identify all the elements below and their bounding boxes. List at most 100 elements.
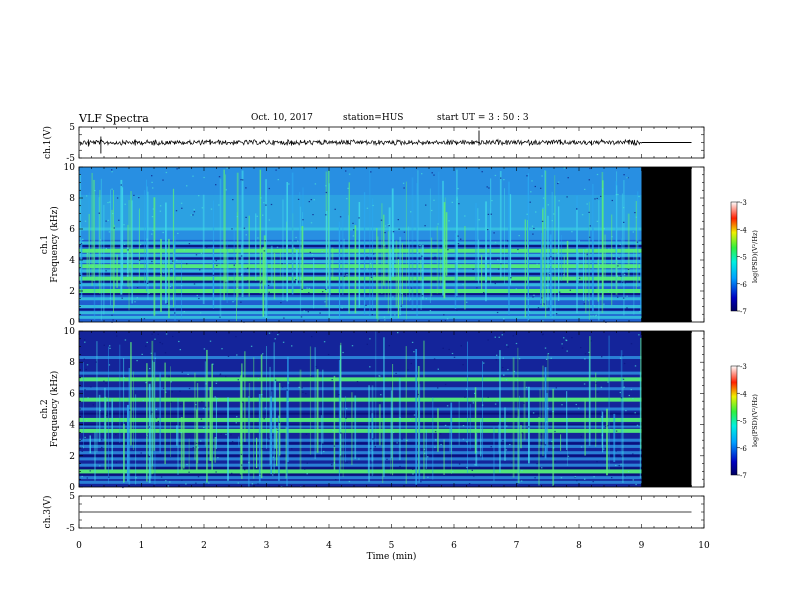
- spectrogram-speckle: [203, 176, 205, 179]
- spectrogram-speckle: [369, 366, 371, 368]
- sferic-streak: [595, 372, 597, 447]
- spectrogram-speckle: [588, 299, 590, 301]
- sferic-streak: [542, 365, 544, 456]
- spectrogram-speckle: [348, 413, 350, 416]
- sferic-streak: [582, 249, 585, 301]
- spectrogram-speckle: [540, 434, 543, 436]
- spectrogram-speckle: [281, 386, 284, 388]
- spectrogram-speckle: [183, 249, 186, 251]
- spectral-band: [79, 297, 642, 301]
- spectrogram-speckle: [111, 314, 113, 316]
- sferic-streak: [549, 234, 552, 317]
- sferic-streak: [635, 200, 637, 290]
- spectrogram-speckle: [288, 183, 290, 185]
- sferic-streak: [131, 200, 133, 304]
- spectrogram-speckle: [201, 207, 204, 209]
- spectrogram-speckle: [85, 368, 87, 371]
- sferic-streak: [110, 189, 111, 306]
- spectrogram-speckle: [324, 301, 326, 303]
- spectrogram-speckle: [623, 297, 625, 299]
- spectrogram-speckle: [626, 295, 628, 297]
- spectrogram-speckle: [260, 282, 262, 284]
- colorbar: [730, 201, 738, 312]
- spectrogram-speckle: [245, 216, 247, 218]
- spectrogram-speckle: [424, 225, 426, 227]
- spectrogram-speckle: [453, 356, 456, 358]
- spectrogram-speckle: [478, 219, 480, 221]
- spectral-band: [79, 424, 642, 428]
- sferic-streak: [299, 192, 301, 284]
- spectrogram-speckle: [515, 342, 518, 345]
- spectrogram-speckle: [563, 337, 565, 339]
- sferic-streak: [474, 387, 477, 454]
- sferic-streak: [183, 400, 185, 469]
- spectrogram-speckle: [464, 215, 466, 217]
- spectrogram-speckle: [305, 393, 307, 395]
- spectrogram-speckle: [346, 198, 348, 200]
- sferic-streak: [422, 244, 424, 300]
- spectrogram-speckle: [407, 369, 409, 371]
- spectrogram-speckle: [447, 249, 449, 251]
- sferic-streak: [98, 394, 101, 442]
- spectrogram-speckle: [496, 354, 498, 356]
- spectrogram-speckle: [165, 480, 167, 482]
- spectral-band: [79, 457, 642, 461]
- sferic-streak: [408, 226, 410, 286]
- spectrogram-speckle: [397, 442, 400, 444]
- spectrogram-speckle: [148, 455, 150, 457]
- spectral-gap: [79, 454, 642, 457]
- sferic-streak: [554, 175, 556, 306]
- spectrogram-speckle: [433, 358, 436, 360]
- sferic-streak: [314, 347, 316, 459]
- sferic-streak: [114, 224, 115, 307]
- sferic-streak: [397, 259, 399, 319]
- spectrogram-speckle: [195, 446, 197, 448]
- spectrogram-speckle: [496, 400, 498, 402]
- spectrogram-speckle: [566, 196, 568, 198]
- spectrogram-speckle: [308, 201, 310, 203]
- spectrogram-speckle: [206, 246, 208, 248]
- spectrogram-speckle: [406, 439, 408, 442]
- colorbar-label: log(PSD)(V²/Hz): [751, 394, 759, 447]
- x-tick-label: 0: [76, 541, 82, 551]
- spectrogram-speckle: [183, 311, 185, 313]
- spectrogram-speckle: [442, 245, 444, 247]
- spectrogram-speckle: [186, 185, 188, 187]
- spectrogram-speckle: [555, 313, 558, 315]
- spectrogram-speckle: [319, 312, 321, 314]
- spectrogram-speckle: [502, 440, 504, 442]
- spectrogram-speckle: [613, 255, 615, 257]
- spectrogram-speckle: [599, 412, 601, 414]
- y-tick-label: 6: [69, 225, 75, 235]
- spectrogram-speckle: [603, 448, 605, 450]
- spectrogram-speckle: [497, 268, 500, 270]
- sferic-streak: [432, 397, 434, 480]
- spectrogram-speckle: [167, 485, 170, 487]
- spectrogram-speckle: [200, 418, 203, 420]
- spectrogram-speckle: [494, 174, 497, 177]
- spectrogram-speckle: [265, 204, 267, 206]
- spectrogram-speckle: [584, 358, 586, 360]
- spectrogram-speckle: [627, 177, 629, 179]
- y-tick-label: 4: [69, 256, 75, 266]
- spectrogram-speckle: [127, 273, 129, 275]
- sferic-streak: [341, 211, 344, 296]
- spectrogram-speckle: [195, 254, 198, 256]
- sferic-streak: [493, 426, 495, 482]
- sferic-streak: [524, 219, 526, 318]
- spectrogram-speckle: [221, 348, 223, 350]
- sferic-streak: [602, 180, 604, 299]
- spectrogram-speckle: [622, 355, 624, 357]
- spectrogram-speckle: [257, 237, 259, 239]
- spectrogram-speckle: [456, 198, 458, 200]
- spectrogram-speckle: [157, 333, 159, 335]
- spectrogram-speckle: [456, 309, 458, 311]
- spectrogram-speckle: [313, 199, 315, 201]
- sferic-streak: [592, 183, 594, 313]
- sferic-streak: [259, 169, 262, 294]
- spectrogram-speckle: [205, 383, 207, 385]
- spectral-band: [79, 371, 642, 375]
- spectrogram-speckle: [139, 244, 142, 246]
- spectrogram-speckle: [101, 446, 103, 449]
- spectrogram-speckle: [200, 252, 203, 254]
